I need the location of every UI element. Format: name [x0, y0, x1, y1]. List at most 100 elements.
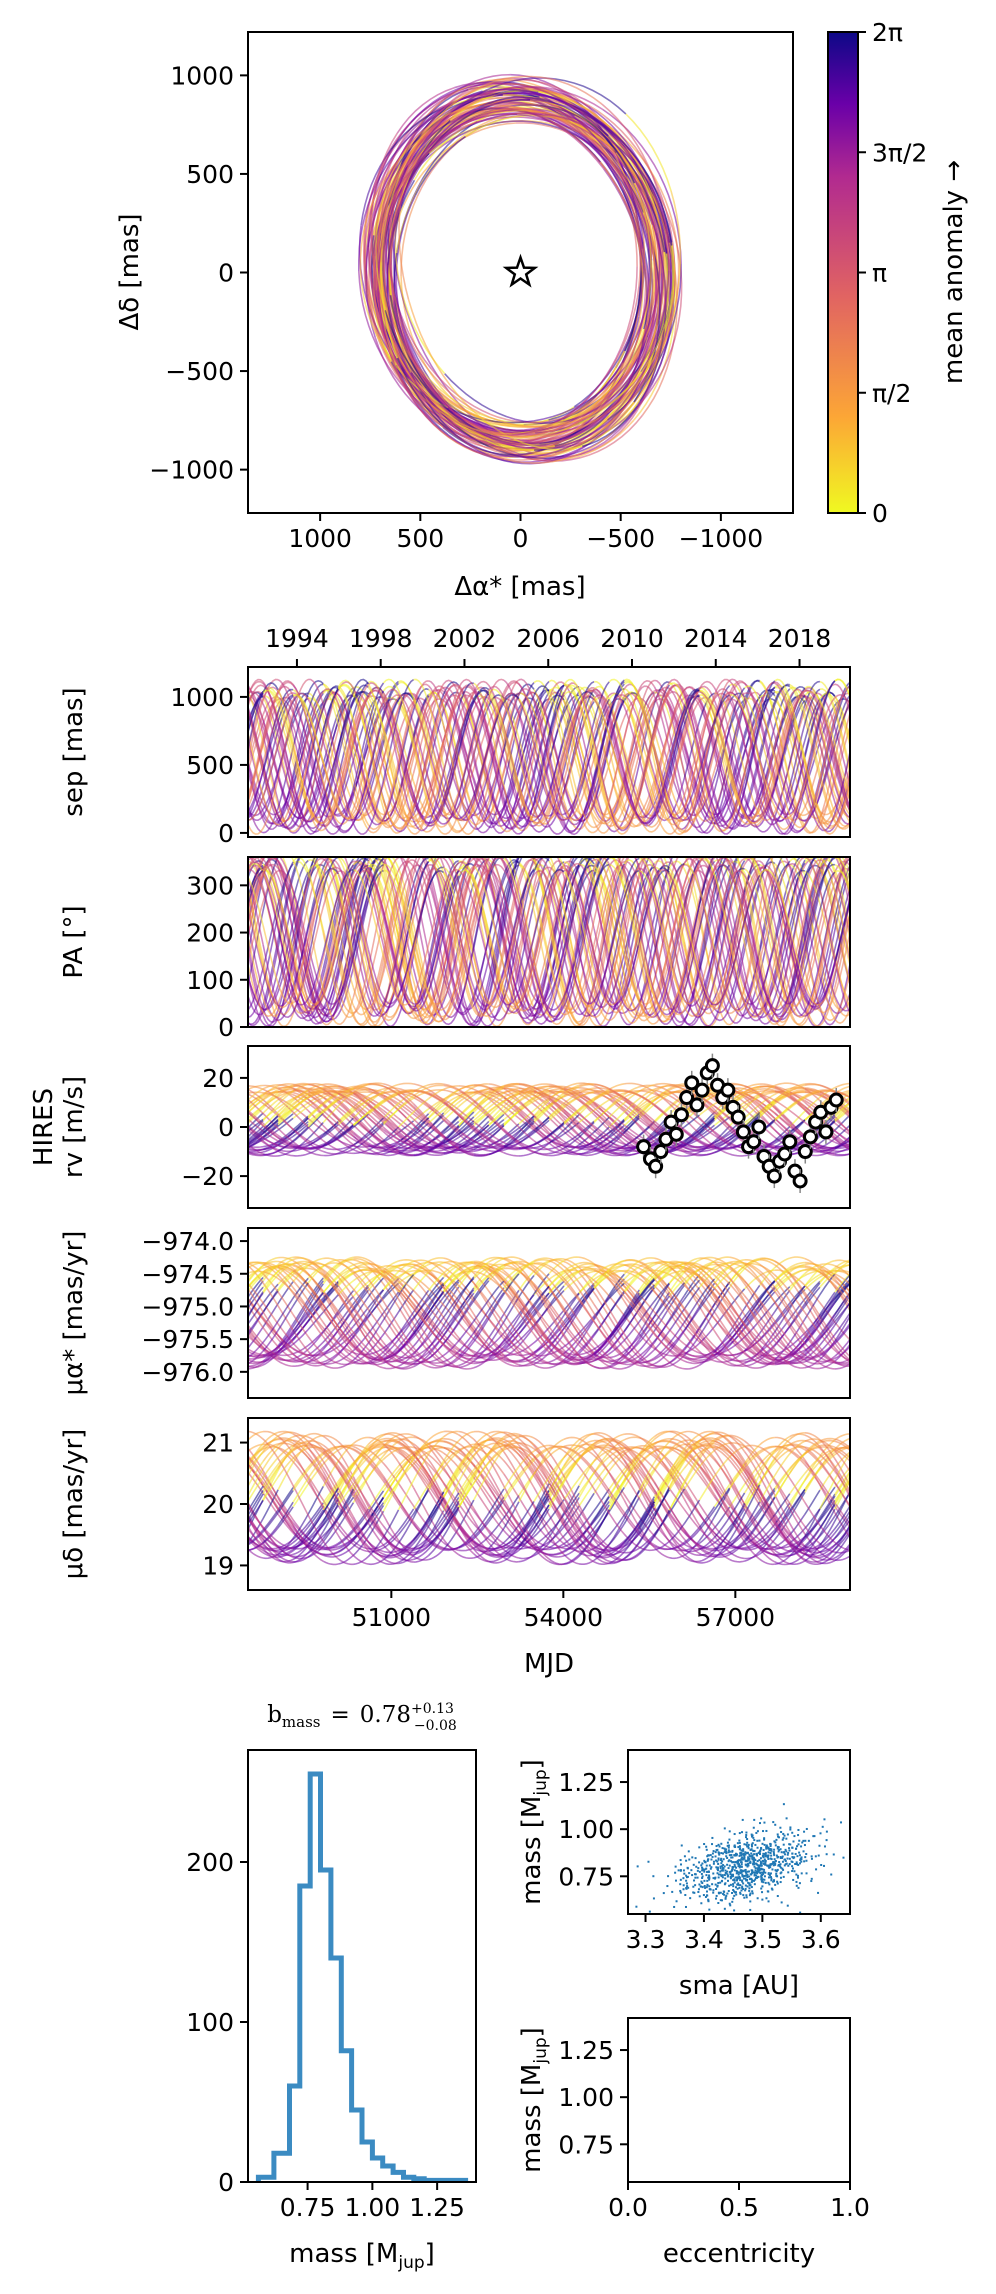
pa-track: [533, 869, 550, 883]
pa-track: [307, 889, 325, 961]
orbit-track: [466, 109, 532, 127]
pa-track: [322, 1007, 339, 1018]
sep-track: [307, 679, 324, 694]
sep-track: [488, 708, 505, 759]
pa-track: [397, 936, 415, 997]
pa-track: [774, 857, 783, 878]
rv-track: [458, 1101, 475, 1117]
sep-track: [743, 712, 761, 762]
sep-track: [638, 728, 656, 797]
pa-track: [322, 908, 340, 976]
pa-track: [819, 960, 836, 1003]
pa-track: [352, 961, 370, 1012]
sep-track: [713, 748, 731, 798]
pa-ytick-label: 0: [218, 1013, 234, 1042]
orbit-track: [623, 181, 652, 264]
pa-track: [397, 947, 415, 1007]
orbit-xtick-label: −1000: [679, 524, 764, 553]
pa-track: [533, 892, 550, 957]
rv-track: [248, 1091, 264, 1094]
sep-track: [563, 804, 580, 820]
sep-track: [382, 813, 400, 829]
pa-track: [307, 906, 325, 968]
sep-track: [473, 689, 490, 703]
sep-track: [503, 797, 520, 829]
sep-track: [292, 793, 309, 834]
sep-track: [337, 691, 355, 750]
pa-track: [744, 868, 761, 903]
sep-track: [623, 753, 641, 806]
pa-track: [397, 974, 415, 1011]
sep-track: [623, 692, 641, 747]
sep-track: [789, 814, 806, 829]
pa-track: [503, 907, 520, 974]
sep-track: [729, 694, 746, 714]
sep-track: [277, 712, 294, 779]
sep-track: [743, 721, 761, 790]
sep-track: [473, 809, 490, 831]
pa-track: [382, 894, 400, 969]
sep-track: [548, 691, 565, 740]
pa-track: [352, 901, 370, 963]
sep-track: [819, 820, 836, 835]
pa-track: [518, 919, 535, 988]
sep-track: [668, 733, 686, 797]
pa-track: [563, 884, 580, 948]
pa-track: [789, 926, 806, 985]
orbit-ytick-label: 1000: [170, 61, 234, 90]
pa-track: [698, 894, 716, 971]
sep-track: [684, 807, 701, 832]
pa-track: [548, 955, 565, 1005]
rv-track: [638, 1098, 655, 1110]
pa-track: [548, 882, 565, 936]
sep-track: [819, 743, 836, 803]
pa-track: [698, 857, 715, 905]
pa-track: [442, 868, 459, 889]
pa-track: [367, 871, 385, 911]
pa-track: [714, 979, 731, 1006]
orbit-track: [615, 144, 664, 212]
sep-track: [608, 693, 625, 712]
orbit-track: [406, 350, 456, 414]
sep-track: [248, 684, 264, 707]
pa-track: [262, 1003, 279, 1018]
sep-track: [563, 809, 580, 826]
pa-track: [819, 987, 836, 1027]
sep-track: [397, 728, 415, 782]
sep-track: [248, 700, 264, 759]
sep-track: [713, 697, 731, 752]
orbit-track: [380, 167, 405, 263]
sep-track: [728, 788, 746, 824]
sep-track: [337, 683, 355, 694]
pa-track: [623, 878, 641, 938]
orbit-track: [382, 212, 391, 294]
rv-track: [277, 1113, 294, 1127]
pa-track: [548, 996, 565, 1011]
sep-track: [473, 772, 490, 815]
pa-track: [789, 933, 806, 990]
pa-track: [427, 994, 444, 1018]
pa-track: [248, 888, 264, 959]
pa-track: [593, 952, 610, 1000]
rv-track: [323, 1083, 339, 1087]
sep-track: [698, 734, 716, 795]
pa-track: [789, 862, 806, 883]
sep-track: [277, 725, 294, 794]
sep-track: [789, 684, 806, 715]
pa-track: [683, 991, 700, 1019]
pa-track: [412, 883, 430, 954]
sep-track: [307, 696, 325, 735]
sep-track: [563, 697, 580, 740]
pa-track: [337, 873, 355, 935]
orbit-track: [597, 159, 641, 238]
sep-track: [743, 696, 761, 734]
orbit-track: [442, 99, 511, 132]
sep-track: [337, 685, 355, 721]
pa-track: [322, 957, 340, 1010]
sep-track: [728, 789, 746, 833]
pa-track: [819, 917, 836, 985]
sep-track: [804, 784, 821, 829]
pa-track: [337, 961, 355, 1018]
sep-track: [608, 712, 626, 773]
sep-track: [503, 692, 520, 721]
